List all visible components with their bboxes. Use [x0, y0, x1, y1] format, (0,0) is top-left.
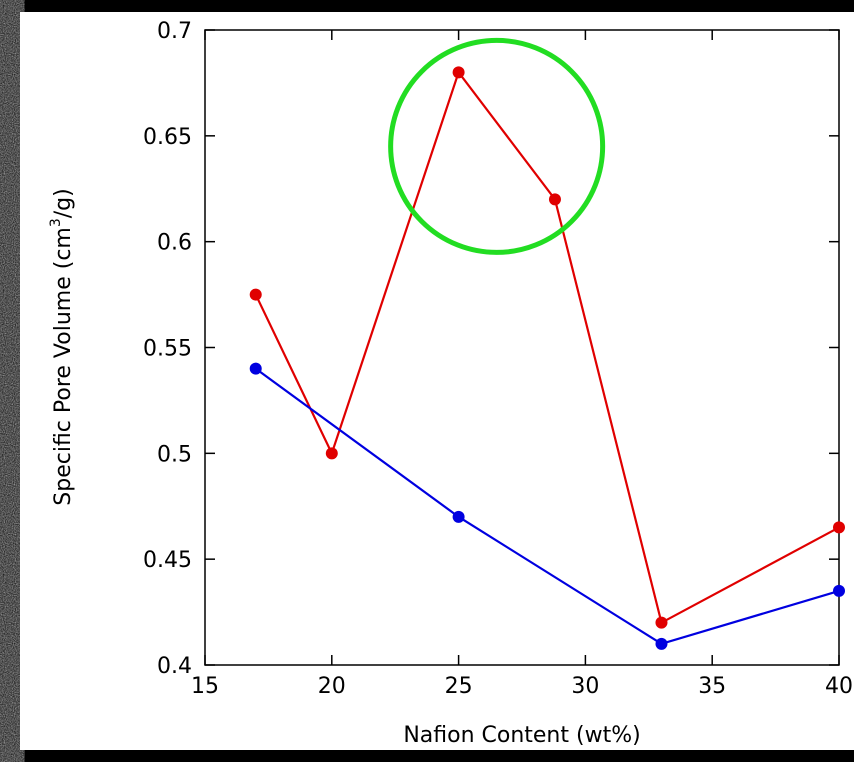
- series-1-point: [325, 447, 338, 460]
- y-tick-label: 0.5: [157, 442, 192, 467]
- series-1-point: [452, 66, 465, 79]
- x-tick-label: 30: [571, 674, 599, 699]
- series-1-point: [249, 288, 262, 301]
- x-tick-label: 40: [825, 674, 853, 699]
- x-tick-label: 35: [698, 674, 726, 699]
- series-2-line: [255, 367, 840, 646]
- y-axis-label-superscript: 3: [48, 218, 64, 227]
- series-1-point: [655, 616, 668, 629]
- ticks: 15 20 25 30 35 40 0.4 0.45 0.5 0.55 0.6 0.65 0.7: [143, 19, 853, 699]
- x-tick-label: 25: [445, 674, 473, 699]
- series-2-point: [655, 637, 668, 650]
- y-tick-label: 0.65: [143, 125, 192, 150]
- series: [249, 66, 845, 650]
- series-2-point: [249, 362, 262, 375]
- x-tick-label: 15: [191, 674, 219, 699]
- y-tick-label: 0.55: [143, 337, 192, 362]
- y-tick-label: 0.45: [143, 548, 192, 573]
- axes: [204, 29, 840, 666]
- chart-panel: 15 20 25 30 35 40 0.4 0.45 0.5 0.55 0.6 0.65 0.7 Naf…: [20, 12, 854, 750]
- series-1-point: [548, 193, 561, 206]
- plot-frame: [204, 29, 840, 666]
- chart-svg: 15 20 25 30 35 40 0.4 0.45 0.5 0.55 0.6 0.65 0.7 Naf…: [48, 19, 853, 748]
- highlight-circle: [388, 37, 606, 255]
- series-1-point: [833, 521, 845, 534]
- y-tick-label: 0.7: [157, 19, 192, 44]
- y-axis-label-main: Specific Pore Volume (cm: [51, 227, 76, 506]
- series-1-line: [254, 70, 840, 625]
- y-axis-label-tail: /g): [51, 188, 76, 218]
- series-2-point: [833, 584, 845, 597]
- y-tick-label: 0.4: [157, 654, 192, 679]
- series-2-point: [452, 510, 465, 523]
- y-tick-label: 0.6: [157, 231, 192, 256]
- y-axis-label: Specific Pore Volume (cm3/g): [48, 188, 76, 505]
- x-tick-label: 20: [318, 674, 346, 699]
- annotations: [388, 37, 606, 255]
- x-axis-label: Nafion Content (wt%): [403, 723, 640, 748]
